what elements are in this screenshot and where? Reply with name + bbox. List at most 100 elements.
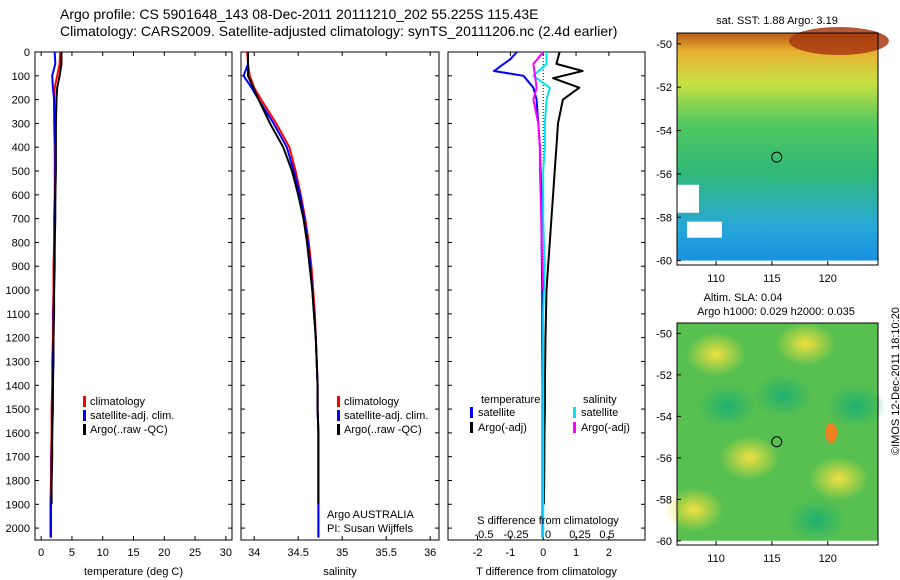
copyright-stamp: ©IMOS 12-Dec-2011 18:10:20 — [890, 307, 900, 455]
sla-anomaly-patch — [808, 456, 869, 501]
depth-tick-label: 0 — [24, 47, 30, 59]
series-line-salinity-argo-adj- — [532, 51, 545, 291]
difference-legend-swatch — [573, 407, 576, 418]
difference-top-tick-label: -0.25 — [503, 529, 528, 541]
sla-anomaly-patch — [775, 321, 836, 366]
depth-tick-label: 800 — [12, 237, 30, 249]
salinity-legend-label: climatology — [344, 396, 400, 408]
depth-tick-label: 100 — [12, 71, 30, 83]
sla-map-title-1: Altim. SLA: 0.04 — [704, 292, 783, 304]
sst-lat-tick-label: -60 — [656, 256, 672, 268]
sst-no-data — [677, 260, 878, 265]
sst-lon-tick-label: 120 — [819, 273, 837, 285]
sla-lat-tick-label: -50 — [656, 328, 672, 340]
depth-tick-label: 1400 — [6, 380, 30, 392]
difference-legend-swatch — [573, 422, 576, 433]
difference-legend-label: satellite — [478, 407, 515, 419]
difference-x-tick-label: 1 — [573, 547, 579, 559]
salinity-x-tick-label: 35.5 — [375, 547, 396, 559]
depth-tick-label: 700 — [12, 214, 30, 226]
series-line-temperature-argo-adj- — [542, 51, 584, 505]
difference-x-axis-label: T difference from climatology — [476, 566, 617, 578]
sla-anomaly-patch — [663, 487, 724, 532]
sla-map-frame — [676, 322, 879, 546]
salinity-legend-swatch — [337, 424, 340, 435]
difference-top-tick-label: 0 — [545, 529, 551, 541]
difference-legend-s-title: salinity — [583, 394, 617, 406]
salinity-x-tick-label: 35 — [336, 547, 348, 559]
temperature-x-tick-label: 25 — [189, 547, 201, 559]
sst-lat-tick-label: -50 — [656, 39, 672, 51]
sla-no-data — [677, 540, 878, 545]
series-line-satellite-adj-clim- — [242, 52, 320, 538]
sla-anomaly-patch — [786, 498, 847, 543]
sla-lat-tick-label: -52 — [656, 370, 672, 382]
sla-anomaly-patch — [719, 435, 780, 480]
series-line-climatology — [246, 51, 320, 538]
sla-anomaly-patch — [825, 383, 886, 428]
difference-x-tick-label: 0 — [540, 547, 546, 559]
depth-tick-label: 1200 — [6, 333, 30, 345]
sla-anomaly-patch — [697, 383, 758, 428]
salinity-note-institution: Argo AUSTRALIA — [327, 509, 414, 521]
series-line-argo-raw-qc- — [50, 52, 63, 505]
difference-legend-label: Argo(-adj) — [581, 422, 630, 434]
depth-tick-label: 300 — [12, 118, 30, 130]
depth-tick-label: 1600 — [6, 428, 30, 440]
depth-tick-label: 200 — [12, 95, 30, 107]
difference-x-tick-label: -1 — [505, 547, 515, 559]
temperature-x-tick-label: 20 — [158, 547, 170, 559]
salinity-legend-label: satellite-adj. clim. — [344, 410, 428, 422]
temperature-x-tick-label: 5 — [69, 547, 75, 559]
difference-top-tick-label: -0.5 — [475, 529, 494, 541]
temperature-legend-swatch — [83, 396, 86, 407]
sst-lon-tick-label: 110 — [707, 273, 725, 285]
depth-tick-label: 600 — [12, 190, 30, 202]
series-line-salinity-satellite — [532, 52, 551, 538]
difference-x-tick-label: 2 — [606, 547, 612, 559]
temperature-x-tick-label: 10 — [97, 547, 109, 559]
temperature-legend-label: satellite-adj. clim. — [90, 410, 174, 422]
sst-map-title: sat. SST: 1.88 Argo: 3.19 — [716, 15, 838, 27]
sla-high-patch — [825, 422, 838, 443]
salinity-x-tick-label: 36 — [424, 547, 436, 559]
depth-tick-label: 1800 — [6, 475, 30, 487]
sla-map-title-2: Argo h1000: 0.029 h2000: 0.035 — [697, 306, 855, 318]
salinity-note-pi: PI: Susan Wijffels — [327, 523, 413, 535]
salinity-axes-frame — [240, 51, 440, 541]
plot-title-line2: Climatology: CARS2009. Satellite-adjuste… — [60, 23, 618, 39]
temperature-legend-swatch — [83, 424, 86, 435]
sst-lat-tick-label: -56 — [656, 169, 672, 181]
series-line-temperature-satellite — [493, 51, 544, 538]
temperature-x-tick-label: 15 — [127, 547, 139, 559]
sst-lon-tick-label: 115 — [763, 273, 781, 285]
difference-legend-label: satellite — [581, 407, 618, 419]
sla-lat-tick-label: -60 — [656, 536, 672, 548]
sst-land-mask — [677, 184, 699, 213]
sla-lon-tick-label: 120 — [819, 553, 837, 565]
temperature-axes-frame — [34, 51, 233, 541]
depth-tick-label: 1300 — [6, 356, 30, 368]
sla-lat-tick-label: -56 — [656, 453, 672, 465]
depth-tick-label: 900 — [12, 261, 30, 273]
sla-anomaly-patch — [753, 373, 814, 418]
sst-lat-tick-label: -58 — [656, 212, 672, 224]
difference-legend-t-title: temperature — [481, 394, 540, 406]
sst-map-frame — [676, 32, 879, 266]
sst-map — [677, 27, 889, 265]
depth-tick-label: 2000 — [6, 523, 30, 535]
sla-lat-tick-label: -58 — [656, 494, 672, 506]
series-line-argo-raw-qc- — [247, 52, 320, 505]
temperature-x-axis-label: temperature (deg C) — [84, 566, 183, 578]
temperature-legend-label: climatology — [90, 396, 146, 408]
temperature-legend-swatch — [83, 410, 86, 421]
sst-float-position-marker — [771, 151, 783, 163]
difference-legend-swatch — [470, 422, 473, 433]
sla-lon-tick-label: 110 — [707, 553, 725, 565]
salinity-legend-swatch — [337, 396, 340, 407]
difference-top-tick-label: 0.25 — [569, 529, 590, 541]
difference-legend-swatch — [470, 407, 473, 418]
difference-legend-label: Argo(-adj) — [478, 422, 527, 434]
temperature-x-tick-label: 30 — [220, 547, 232, 559]
